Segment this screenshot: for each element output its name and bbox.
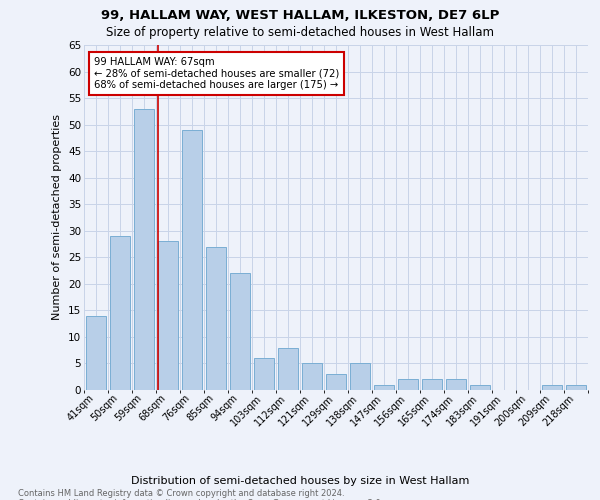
Y-axis label: Number of semi-detached properties: Number of semi-detached properties <box>52 114 62 320</box>
Bar <box>254 358 274 390</box>
Text: Distribution of semi-detached houses by size in West Hallam: Distribution of semi-detached houses by … <box>131 476 469 486</box>
Bar <box>206 246 226 390</box>
Bar <box>182 130 202 390</box>
Bar <box>446 380 466 390</box>
Text: 99, HALLAM WAY, WEST HALLAM, ILKESTON, DE7 6LP: 99, HALLAM WAY, WEST HALLAM, ILKESTON, D… <box>101 9 499 22</box>
Bar <box>326 374 346 390</box>
Bar <box>542 384 562 390</box>
Bar <box>566 384 586 390</box>
Bar <box>470 384 490 390</box>
Bar <box>398 380 418 390</box>
Bar <box>86 316 106 390</box>
Bar <box>134 108 154 390</box>
Text: Contains HM Land Registry data © Crown copyright and database right 2024.
Contai: Contains HM Land Registry data © Crown c… <box>18 489 383 500</box>
Bar <box>374 384 394 390</box>
Bar <box>302 364 322 390</box>
Bar <box>158 242 178 390</box>
Bar <box>278 348 298 390</box>
Bar <box>110 236 130 390</box>
Bar <box>350 364 370 390</box>
Bar <box>422 380 442 390</box>
Bar <box>230 273 250 390</box>
Text: 99 HALLAM WAY: 67sqm
← 28% of semi-detached houses are smaller (72)
68% of semi-: 99 HALLAM WAY: 67sqm ← 28% of semi-detac… <box>94 57 340 90</box>
Text: Size of property relative to semi-detached houses in West Hallam: Size of property relative to semi-detach… <box>106 26 494 39</box>
